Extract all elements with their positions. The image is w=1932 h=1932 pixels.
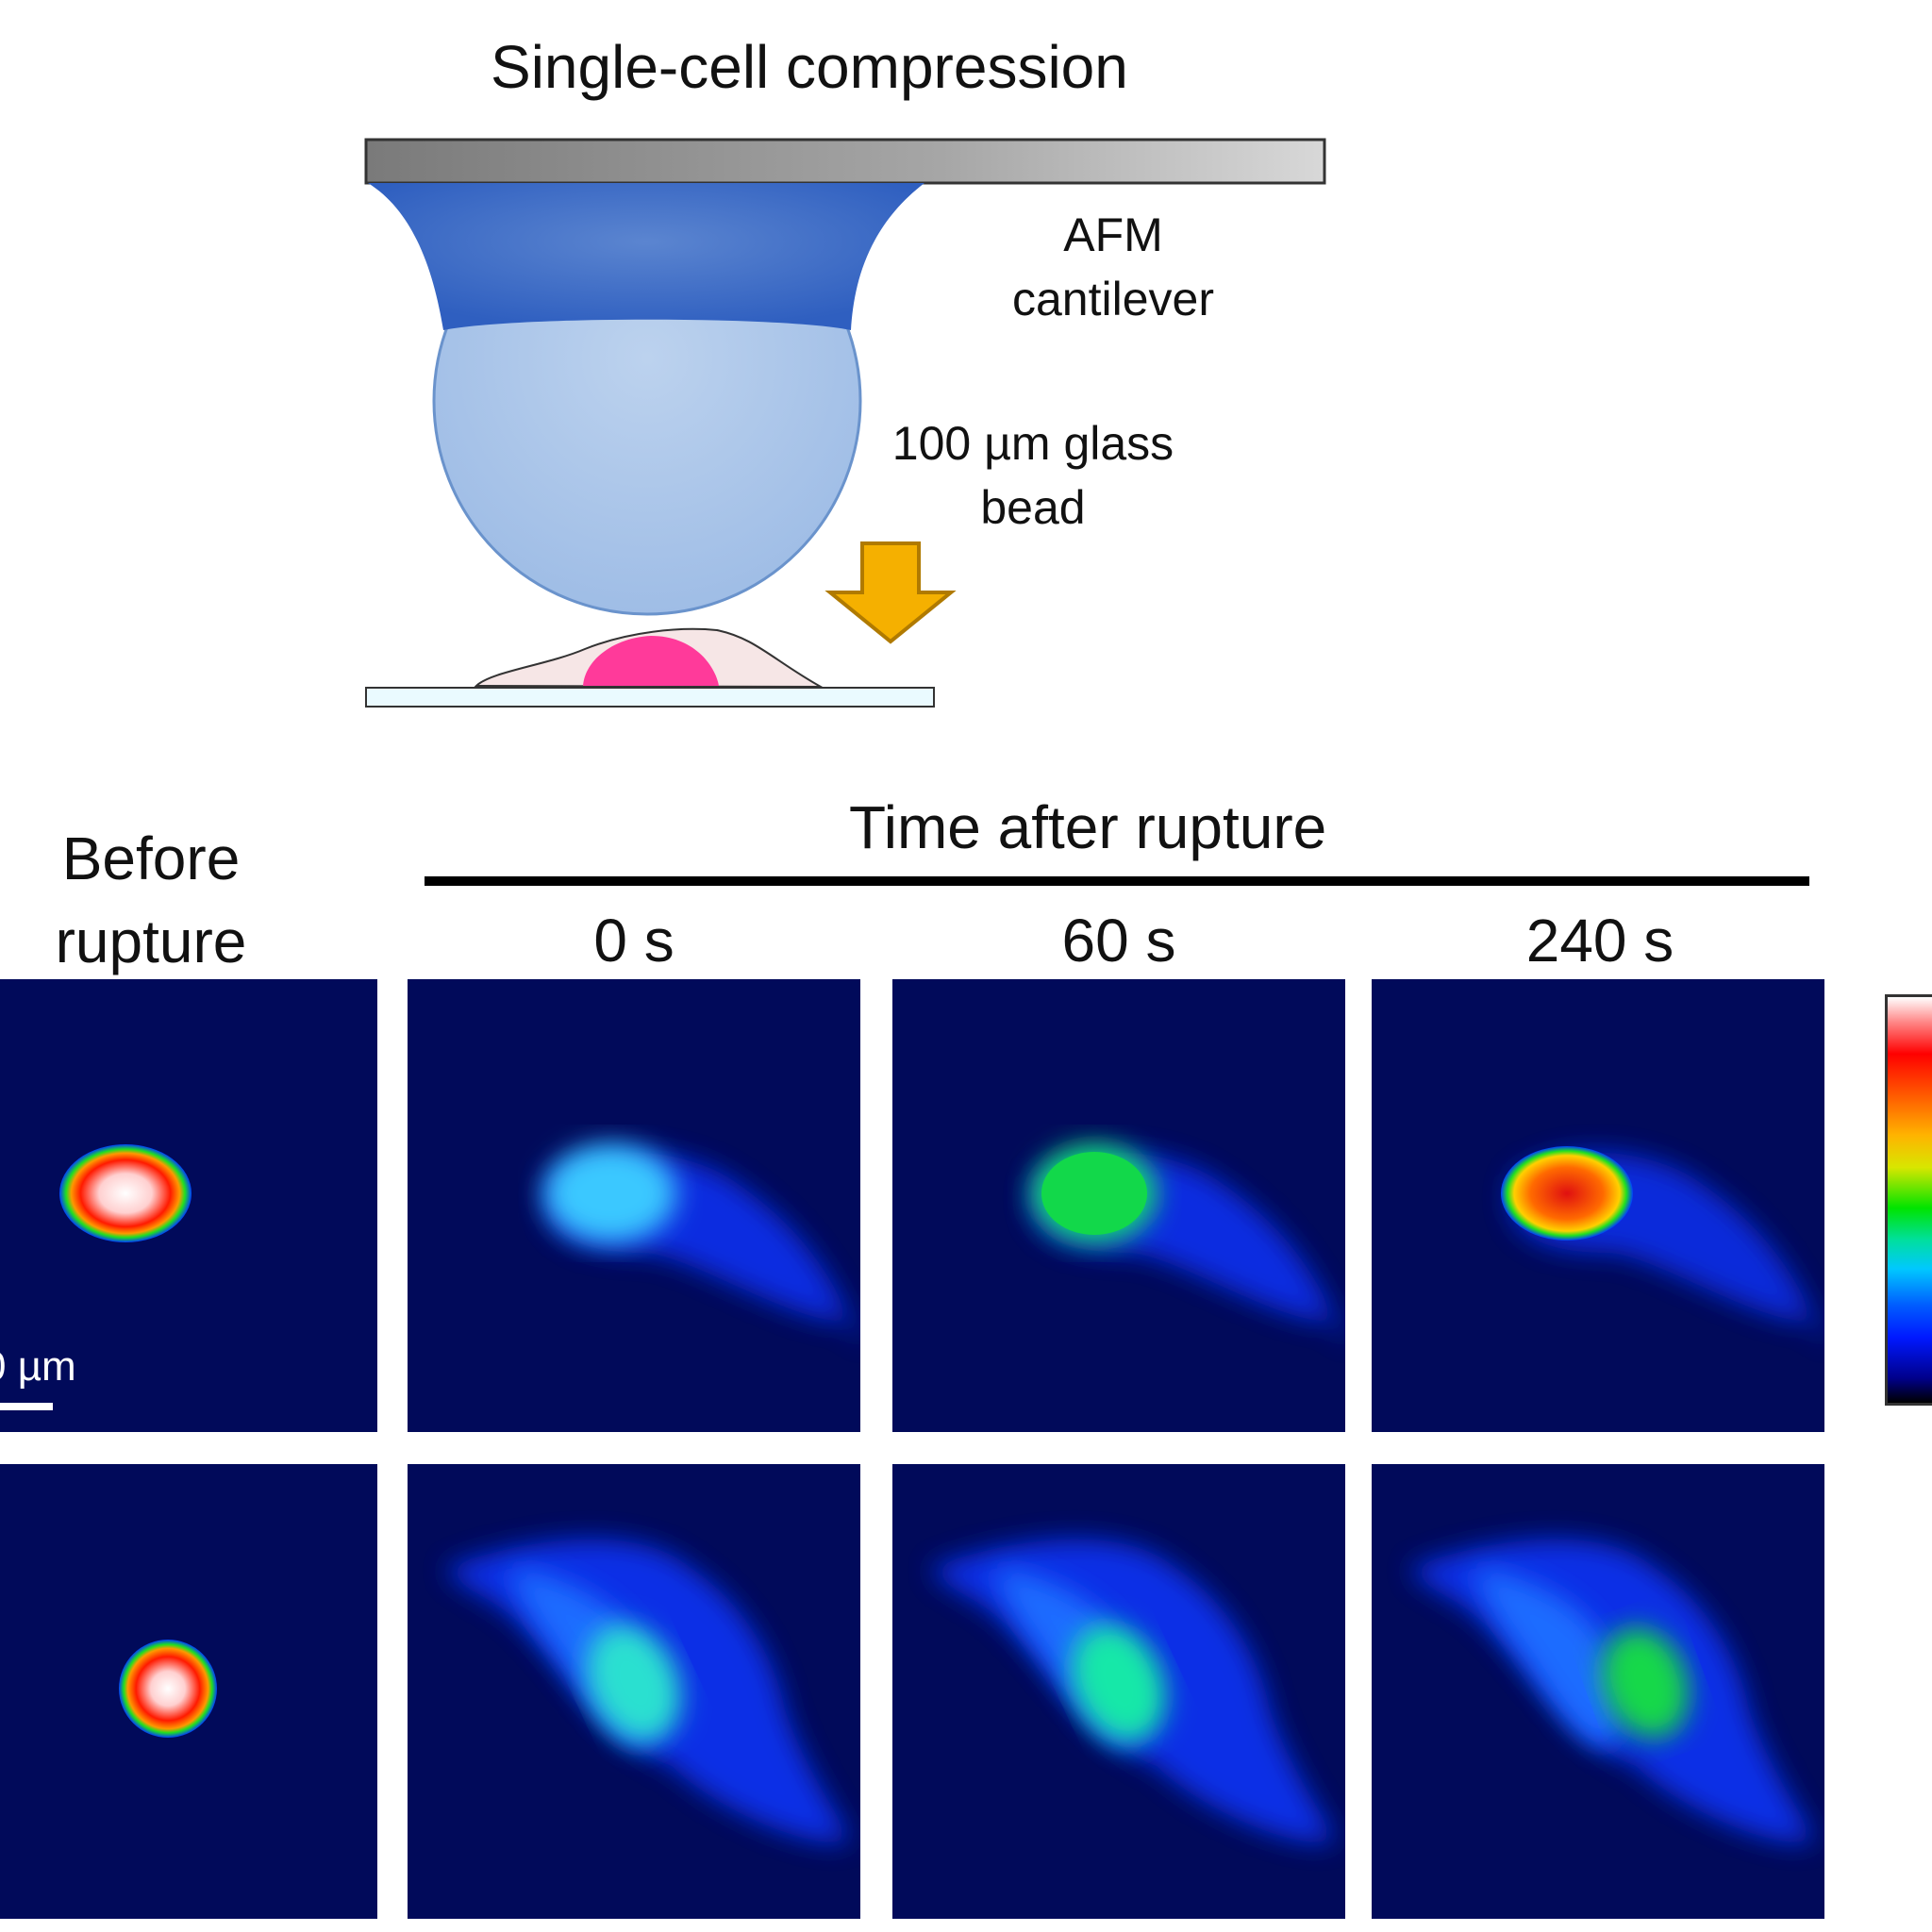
- before-label-line2: rupture: [55, 908, 247, 975]
- intensity-colorbar: [1885, 994, 1932, 1406]
- afm-label-line1: AFM: [1063, 208, 1163, 261]
- glass-substrate: [365, 687, 935, 708]
- image-0s-row2: [408, 1464, 860, 1919]
- afm-label-line2: cantilever: [1012, 273, 1214, 325]
- bead-label-line2: bead: [980, 481, 1086, 534]
- image-before-rupture-row1: [0, 979, 377, 1432]
- figure-title: Single-cell compression: [491, 33, 1128, 101]
- timepoint-label-60s: 60 s: [1061, 907, 1176, 974]
- image-0s-row1: [408, 979, 860, 1432]
- timepoint-label-240s: 240 s: [1525, 907, 1674, 974]
- image-60s-row2: [892, 1464, 1345, 1919]
- cell-nucleus: [583, 636, 719, 686]
- image-60s-row1: [892, 979, 1345, 1432]
- image-before-rupture-row2: [0, 1464, 377, 1919]
- scale-bar: [0, 1403, 53, 1410]
- glass-bead-label: 100 µm glass bead: [868, 411, 1198, 540]
- afm-cantilever: [364, 138, 1326, 185]
- compression-schematic: [364, 138, 1326, 708]
- image-240s-row2: [1372, 1464, 1824, 1919]
- bead-label-line1: 100 µm glass: [891, 417, 1174, 470]
- afm-cantilever-label: AFM cantilever: [972, 203, 1255, 331]
- scale-bar-label: 0 µm: [0, 1343, 76, 1390]
- glue-meniscus: [368, 183, 924, 330]
- time-after-rupture-title: Time after rupture: [849, 793, 1327, 861]
- down-arrow-icon: [824, 541, 957, 644]
- image-240s-row1: [1372, 979, 1824, 1432]
- before-label-line1: Before: [61, 824, 241, 892]
- before-rupture-label: Before rupture: [28, 817, 274, 983]
- time-bracket-line: [425, 876, 1809, 886]
- timepoint-label-0s: 0 s: [593, 907, 675, 974]
